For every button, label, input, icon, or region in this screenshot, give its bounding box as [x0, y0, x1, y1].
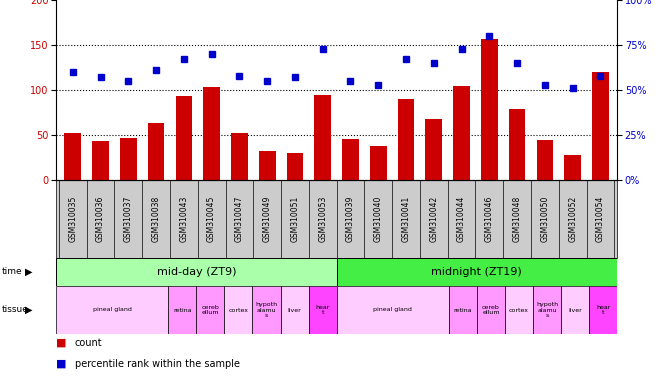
Text: GSM310052: GSM310052: [568, 196, 577, 242]
Bar: [449, 286, 477, 334]
Text: GSM310037: GSM310037: [124, 196, 133, 242]
Bar: [176, 96, 192, 180]
Bar: [481, 39, 498, 180]
Bar: [280, 286, 309, 334]
Bar: [564, 155, 581, 180]
Text: GSM310051: GSM310051: [290, 196, 300, 242]
Text: cortex: cortex: [228, 308, 248, 313]
Text: ▶: ▶: [25, 305, 32, 315]
Text: GSM310045: GSM310045: [207, 196, 216, 242]
Text: GSM310035: GSM310035: [68, 196, 77, 242]
Text: GSM310043: GSM310043: [180, 196, 188, 242]
Text: GSM310036: GSM310036: [96, 196, 105, 242]
Bar: [314, 94, 331, 180]
Text: liver: liver: [288, 308, 302, 313]
Text: time: time: [1, 268, 22, 276]
Bar: [533, 286, 561, 334]
Bar: [537, 141, 553, 180]
Bar: [65, 133, 81, 180]
Bar: [561, 286, 589, 334]
Text: ▶: ▶: [25, 267, 32, 277]
Text: GSM310054: GSM310054: [596, 196, 605, 242]
Text: GSM310039: GSM310039: [346, 196, 355, 242]
Text: hypoth
alamu
s: hypoth alamu s: [255, 302, 278, 318]
Text: pineal gland: pineal gland: [374, 308, 412, 313]
Bar: [120, 138, 137, 180]
Bar: [337, 258, 617, 286]
Bar: [168, 286, 197, 334]
Bar: [337, 286, 449, 334]
Text: liver: liver: [568, 308, 582, 313]
Text: ■: ■: [56, 338, 67, 348]
Text: tissue: tissue: [1, 306, 28, 314]
Text: GSM310041: GSM310041: [401, 196, 411, 242]
Bar: [370, 146, 387, 180]
Text: cortex: cortex: [509, 308, 529, 313]
Text: midnight (ZT19): midnight (ZT19): [432, 267, 522, 277]
Text: GSM310042: GSM310042: [429, 196, 438, 242]
Bar: [203, 87, 220, 180]
Text: hypoth
alamu
s: hypoth alamu s: [536, 302, 558, 318]
Text: retina: retina: [453, 308, 472, 313]
Bar: [92, 141, 109, 180]
Text: cereb
ellum: cereb ellum: [201, 305, 219, 315]
Text: percentile rank within the sample: percentile rank within the sample: [75, 359, 240, 369]
Bar: [286, 153, 304, 180]
Text: pineal gland: pineal gland: [93, 308, 131, 313]
Text: GSM310049: GSM310049: [263, 196, 272, 242]
Bar: [505, 286, 533, 334]
Bar: [56, 286, 168, 334]
Text: ■: ■: [56, 359, 67, 369]
Bar: [197, 286, 224, 334]
Bar: [426, 119, 442, 180]
Bar: [453, 86, 470, 180]
Bar: [252, 286, 280, 334]
Bar: [592, 72, 609, 180]
Text: GSM310044: GSM310044: [457, 196, 466, 242]
Bar: [342, 139, 359, 180]
Bar: [309, 286, 337, 334]
Text: GSM310053: GSM310053: [318, 196, 327, 242]
Bar: [509, 109, 525, 180]
Text: GSM310046: GSM310046: [485, 196, 494, 242]
Bar: [259, 151, 275, 180]
Text: mid-day (ZT9): mid-day (ZT9): [156, 267, 236, 277]
Bar: [477, 286, 505, 334]
Bar: [398, 99, 414, 180]
Text: GSM310040: GSM310040: [374, 196, 383, 242]
Bar: [589, 286, 617, 334]
Bar: [56, 258, 337, 286]
Text: retina: retina: [173, 308, 191, 313]
Text: GSM310048: GSM310048: [513, 196, 521, 242]
Bar: [148, 123, 164, 180]
Text: hear
t: hear t: [315, 305, 330, 315]
Bar: [224, 286, 252, 334]
Text: GSM310047: GSM310047: [235, 196, 244, 242]
Bar: [231, 133, 248, 180]
Text: GSM310038: GSM310038: [152, 196, 160, 242]
Text: count: count: [75, 338, 102, 348]
Text: GSM310050: GSM310050: [541, 196, 549, 242]
Text: hear
t: hear t: [596, 305, 610, 315]
Text: cereb
ellum: cereb ellum: [482, 305, 500, 315]
